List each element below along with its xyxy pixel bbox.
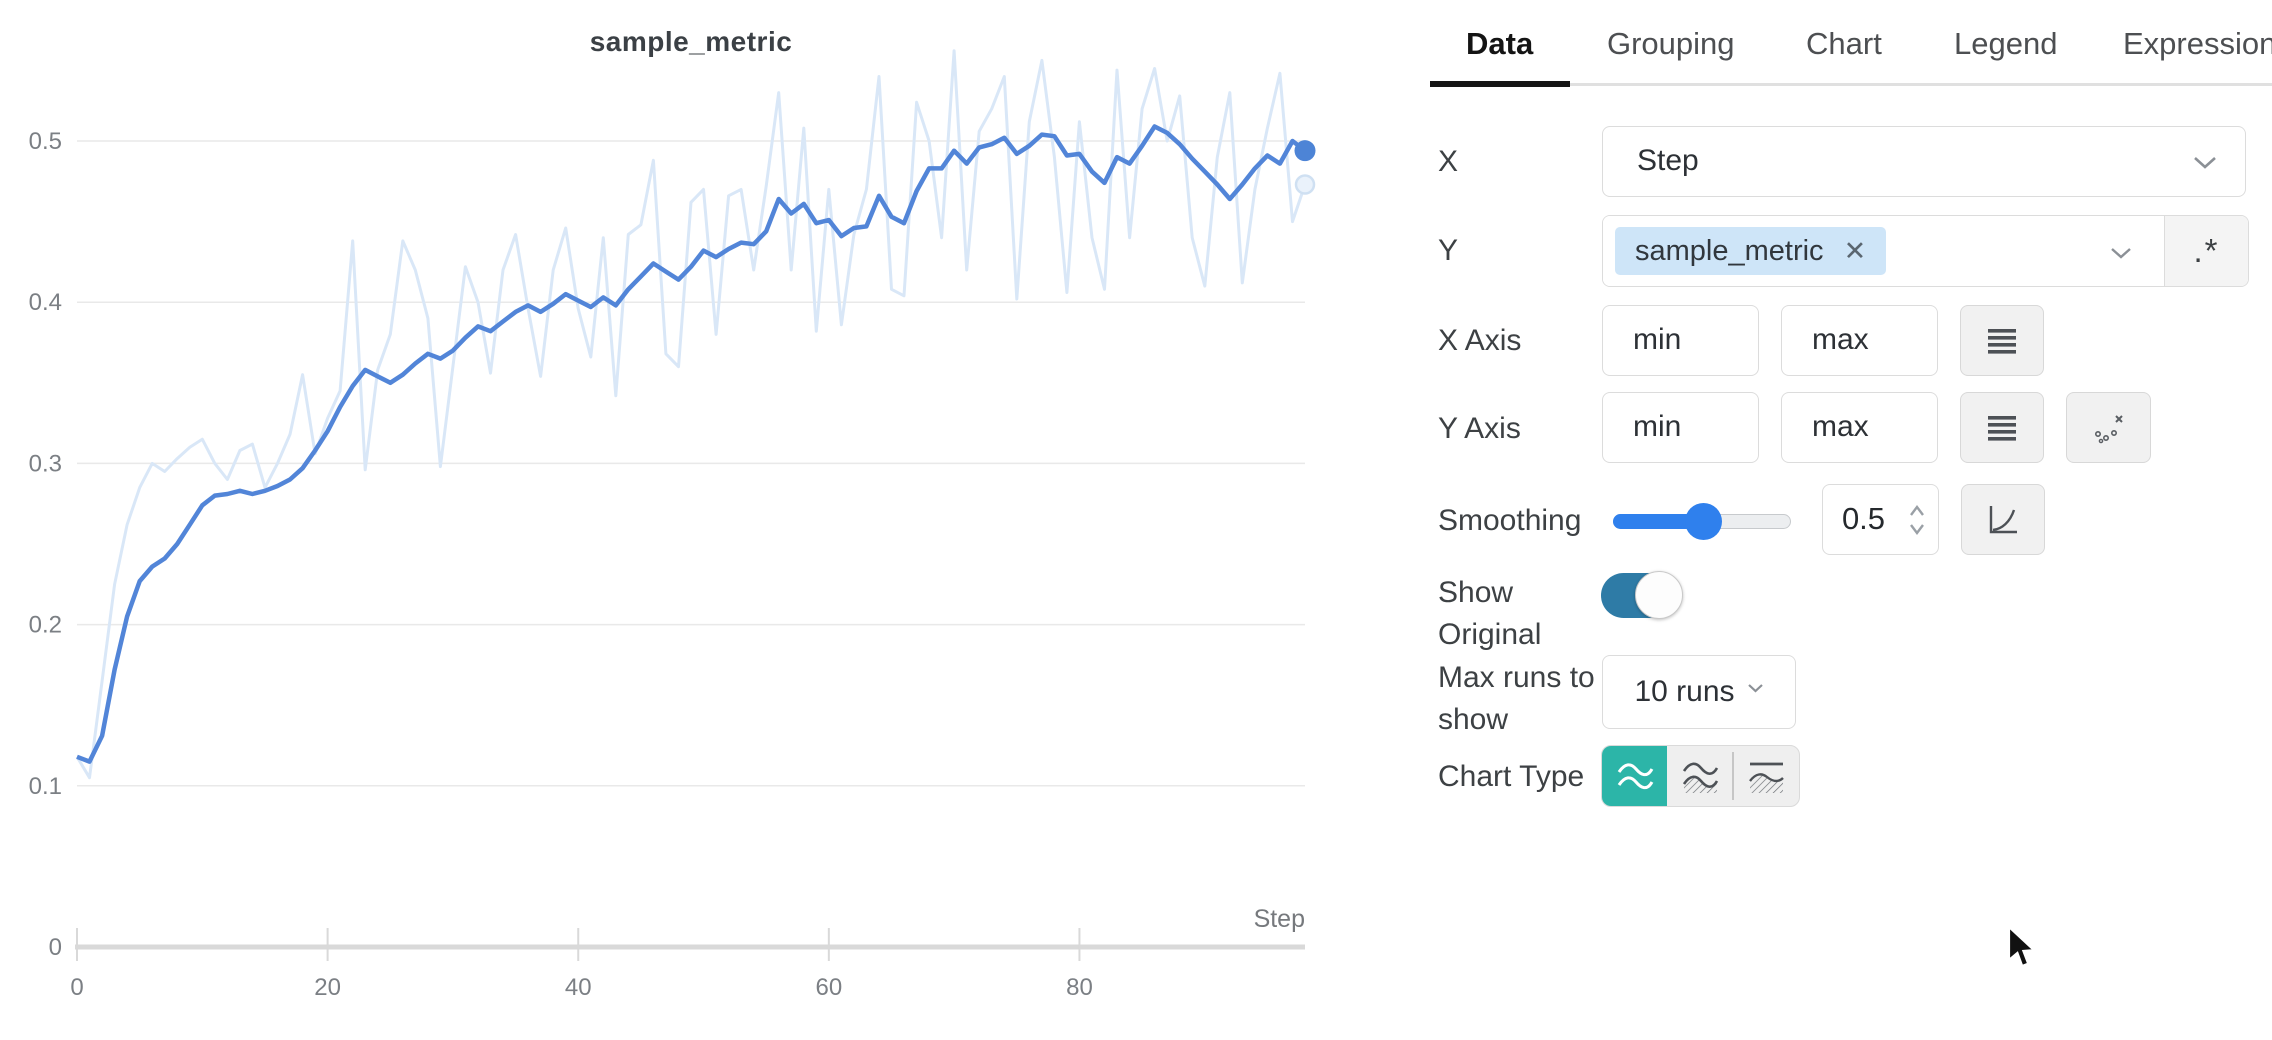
- y-field-label: Y: [1438, 234, 1459, 267]
- x-tick-label: 0: [70, 974, 83, 1001]
- max-runs-value: 10 runs: [1634, 675, 1735, 708]
- y-tick-label: 0.4: [29, 289, 62, 316]
- metric-chip-label: sample_metric: [1635, 234, 1824, 267]
- x-axis-range-label: X Axis: [1438, 324, 1522, 357]
- x-tick-label: 40: [565, 974, 592, 1001]
- ignore-outliers-button[interactable]: [2066, 392, 2151, 463]
- y-axis-min-input[interactable]: min: [1602, 392, 1759, 463]
- chart-panel: sample_metric 0 0.1 0.2 0.3 0.4 0.5 0 20 40 60 80 …: [0, 0, 1430, 1040]
- smoothing-slider-thumb[interactable]: [1685, 503, 1722, 540]
- x-axis-log-scale-button[interactable]: [1960, 305, 2044, 376]
- y-metric-multiselect[interactable]: sample_metric ✕ .*: [1602, 215, 2249, 287]
- area-plot-icon: [1682, 762, 1718, 793]
- mouse-cursor: [2007, 925, 2037, 968]
- chevron-down-icon: [2111, 248, 2131, 259]
- y-tick-label: 0.2: [29, 612, 62, 639]
- tab-active-indicator: [1430, 81, 1570, 87]
- x-axis-min-input[interactable]: min: [1602, 305, 1759, 376]
- chart-title: sample_metric: [589, 26, 793, 57]
- chart-settings-panel: Data Grouping Chart Legend Expressions X…: [1430, 0, 2272, 1040]
- chart-type-line-button[interactable]: [1602, 746, 1667, 806]
- show-original-toggle[interactable]: [1601, 571, 1683, 619]
- log-scale-icon: [1988, 328, 2016, 354]
- x-field-label: X: [1438, 145, 1459, 178]
- y-tick-label: 0.5: [29, 128, 62, 155]
- x-axis-selected-value: Step: [1637, 144, 1699, 177]
- smoothed-series-end-dot[interactable]: [1294, 140, 1316, 162]
- y-metric-input-area[interactable]: sample_metric ✕: [1603, 216, 2164, 286]
- percentile-plot-icon: [1749, 762, 1784, 793]
- y-tick-label: 0.3: [29, 450, 62, 477]
- chart-type-label: Chart Type: [1438, 760, 1585, 793]
- y-axis-max-input[interactable]: max: [1781, 392, 1938, 463]
- regex-toggle-button[interactable]: .*: [2164, 216, 2248, 286]
- y-tick-label: 0: [49, 934, 62, 961]
- smoothing-curve-icon: [1989, 505, 2017, 533]
- smoothing-value-input[interactable]: 0.5: [1822, 484, 1939, 555]
- x-axis-max-input[interactable]: max: [1781, 305, 1938, 376]
- original-series-line: [75, 49, 1307, 780]
- x-tick-label: 60: [815, 974, 842, 1001]
- x-axis-select[interactable]: Step: [1602, 126, 2246, 197]
- chart-type-button-group: [1601, 745, 1800, 807]
- x-tick-label: 20: [314, 974, 341, 1001]
- metric-chip[interactable]: sample_metric ✕: [1615, 227, 1887, 275]
- log-scale-icon: [1988, 415, 2016, 441]
- chip-remove-icon[interactable]: ✕: [1843, 235, 1867, 266]
- stepper-arrows-icon[interactable]: [1908, 503, 1926, 537]
- tab-data[interactable]: Data: [1466, 26, 1534, 61]
- smoothed-series-line: [76, 124, 1307, 764]
- max-runs-dropdown[interactable]: 10 runs: [1602, 655, 1796, 729]
- tab-expressions[interactable]: Expressions: [2123, 26, 2272, 61]
- line-plot-icon: [1617, 763, 1653, 790]
- smoothing-value: 0.5: [1841, 501, 1886, 536]
- tab-chart[interactable]: Chart: [1806, 26, 1882, 61]
- chevron-down-icon: [2194, 157, 2216, 169]
- y-tick-label: 0.1: [29, 773, 62, 800]
- chevron-down-icon: [1747, 684, 1763, 693]
- x-axis-title: Step: [1253, 905, 1305, 933]
- max-runs-label: Max runs to show: [1438, 661, 1595, 736]
- tab-grouping[interactable]: Grouping: [1607, 26, 1735, 61]
- tab-underline-track: [1430, 83, 2272, 86]
- original-series-end-dot: [1294, 174, 1316, 195]
- button-divider: [1732, 752, 1734, 800]
- ignore-outliers-icon: [2094, 414, 2123, 443]
- chart-type-percentile-button[interactable]: [1734, 746, 1799, 806]
- smoothing-label: Smoothing: [1438, 504, 1582, 537]
- y-axis-range-label: Y Axis: [1438, 412, 1521, 445]
- tab-legend[interactable]: Legend: [1954, 26, 2058, 61]
- smoothing-type-button[interactable]: [1961, 484, 2045, 555]
- chart-type-area-button[interactable]: [1667, 746, 1732, 806]
- y-axis-log-scale-button[interactable]: [1960, 392, 2044, 463]
- toggle-knob: [1635, 571, 1683, 619]
- show-original-label: Show Original: [1438, 576, 1542, 651]
- line-chart[interactable]: 0 0.1 0.2 0.3 0.4 0.5 0 20 40 60 80: [0, 0, 1430, 1040]
- x-tick-label: 80: [1066, 974, 1093, 1001]
